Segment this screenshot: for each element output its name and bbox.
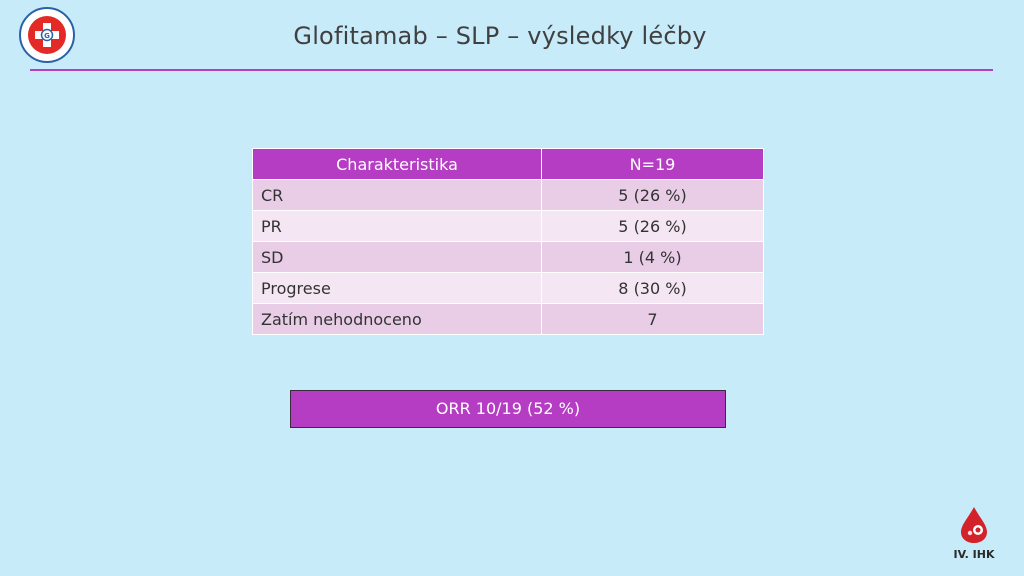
row-label: CR bbox=[252, 179, 542, 211]
column-header-characteristic: Charakteristika bbox=[252, 148, 542, 180]
brand-mark: IV. IHK bbox=[950, 506, 998, 561]
table-row: SD 1 (4 %) bbox=[252, 241, 764, 273]
hospital-cross-logo-icon: G bbox=[19, 7, 75, 63]
table-row: Zatím nehodnoceno 7 bbox=[252, 303, 764, 335]
column-header-count: N=19 bbox=[541, 148, 764, 180]
svg-text:G: G bbox=[44, 32, 50, 40]
row-value: 5 (26 %) bbox=[541, 210, 764, 242]
row-label: Zatím nehodnoceno bbox=[252, 303, 542, 335]
row-label: Progrese bbox=[252, 272, 542, 304]
row-label: SD bbox=[252, 241, 542, 273]
row-value: 7 bbox=[541, 303, 764, 335]
table-row: PR 5 (26 %) bbox=[252, 210, 764, 242]
orr-summary-box: ORR 10/19 (52 %) bbox=[290, 390, 726, 428]
brand-label: IV. IHK bbox=[953, 548, 995, 561]
table-row: CR 5 (26 %) bbox=[252, 179, 764, 211]
results-table: Charakteristika N=19 CR 5 (26 %) PR 5 (2… bbox=[252, 148, 764, 335]
hospital-logo: G bbox=[18, 6, 76, 64]
table-row: Progrese 8 (30 %) bbox=[252, 272, 764, 304]
title-divider bbox=[30, 69, 993, 71]
row-value: 5 (26 %) bbox=[541, 179, 764, 211]
table-header-row: Charakteristika N=19 bbox=[252, 148, 764, 180]
row-value: 8 (30 %) bbox=[541, 272, 764, 304]
row-label: PR bbox=[252, 210, 542, 242]
page-title: Glofitamab – SLP – výsledky léčby bbox=[293, 22, 707, 50]
row-value: 1 (4 %) bbox=[541, 241, 764, 273]
blood-drop-icon bbox=[961, 507, 987, 543]
